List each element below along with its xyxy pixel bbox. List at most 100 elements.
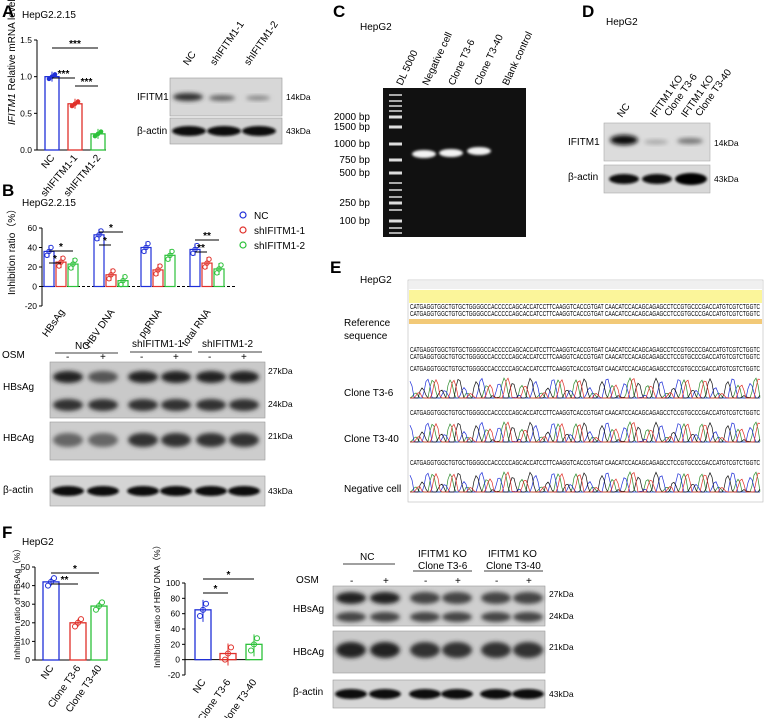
blot-band <box>87 486 119 496</box>
data-point <box>98 228 104 234</box>
x-tick-label: NC <box>39 663 56 681</box>
blot-f-row-hbcag: HBcAg <box>293 647 324 658</box>
legend-nc-marker <box>239 211 247 219</box>
blot-band <box>480 689 512 699</box>
chart-b-ylabel: Inhibition ratio（%） <box>6 204 18 295</box>
blot-band <box>410 612 440 622</box>
gel-lane-label: Clone T3-40 <box>473 33 506 88</box>
panel-b-title: HepG2.2.15 <box>22 198 76 209</box>
ladder-band <box>389 94 402 96</box>
blot-band <box>53 433 83 447</box>
data-point <box>248 647 254 654</box>
panel-a-label: A <box>2 2 14 21</box>
sig-stars: ** <box>197 243 205 254</box>
blot-a-lane-sh2: shIFITM1-2 <box>242 19 281 68</box>
ladder-band <box>389 227 402 229</box>
blot-d-kda-43: 43kDa <box>714 174 739 184</box>
y-tick-label: -20 <box>25 301 38 311</box>
blot-band <box>127 486 159 496</box>
chromatogram-trace <box>410 471 761 493</box>
blot-d-band <box>610 135 638 145</box>
chromatogram-trace <box>410 377 761 399</box>
sequence-text: CATGAGGTGGCTGTGCTGGGGCCACCCCCAGCACCATCCT… <box>410 460 760 467</box>
sequence-text: CATGAGGTGGCTGTGCTGGGGCCACCCCCAGCACCATCCT… <box>410 347 760 354</box>
y-tick-label: 40 <box>171 624 181 634</box>
y-tick-label: 1.5 <box>20 35 32 45</box>
panel-b-label: B <box>2 181 14 200</box>
blot-band <box>410 592 440 604</box>
blot-f-minus: - <box>424 576 427 587</box>
blot-band <box>229 371 259 383</box>
blot-f-kda-43: 43kDa <box>549 689 574 699</box>
sequence-feature-bar <box>409 319 762 324</box>
ladder-band <box>389 189 402 191</box>
blot-band <box>52 486 84 496</box>
blot-band <box>513 612 543 622</box>
data-point <box>99 599 105 606</box>
data-point <box>157 263 163 269</box>
blot-f-kda-27: 27kDa <box>549 589 574 599</box>
data-point <box>48 244 54 251</box>
panel-f-title: HepG2 <box>22 537 54 548</box>
y-tick-label: 1.0 <box>20 72 32 82</box>
sequence-text: CATGAGGTGGCTGTGCTGGGGCCACCCCCAGCACCATCCT… <box>410 410 760 417</box>
data-point <box>200 606 206 613</box>
blot-band <box>160 486 192 496</box>
blot-band <box>481 612 511 622</box>
blot-f-group-ko2: IFITM1 KO <box>488 549 537 560</box>
y-tick-label: 20 <box>171 639 181 649</box>
blot-f-minus: - <box>350 576 353 587</box>
blot-a-lane-nc: NC <box>181 50 198 68</box>
blot-band <box>161 433 191 447</box>
ladder-band <box>389 105 402 107</box>
sig-stars: *** <box>69 39 81 50</box>
gel-c: DL 5000 Negative cell Clone T3-6 Clone T… <box>334 30 535 237</box>
ladder-band <box>389 115 402 119</box>
sequence-text: CATGAGGTGGCTGTGCTGGGGCCACCCCCAGCACCATCCT… <box>410 304 760 311</box>
y-tick-label: 30 <box>21 599 31 609</box>
ladder-band <box>389 232 402 234</box>
blot-band <box>228 486 260 496</box>
blot-band <box>229 433 259 447</box>
blot-d-row-actin: β-actin <box>568 172 598 183</box>
blot-band <box>336 592 366 604</box>
blot-a-row-actin: β-actin <box>137 126 167 137</box>
blot-b-row-hbsag: HBsAg <box>3 382 34 393</box>
y-tick-label: 0 <box>32 282 37 292</box>
ladder-label: 250 bp <box>339 198 370 209</box>
data-point <box>206 256 212 262</box>
blot-band <box>195 486 227 496</box>
sig-stars: * <box>214 584 218 595</box>
blot-band <box>128 433 158 447</box>
panel-c-title: HepG2 <box>360 22 392 33</box>
legend-sh1-marker <box>239 226 247 234</box>
blot-d-row-ifitm1: IFITM1 <box>568 137 600 148</box>
blot-band <box>335 689 367 699</box>
y-tick-label: 60 <box>28 223 38 233</box>
blot-d-band <box>675 173 707 185</box>
blot-band <box>196 399 226 411</box>
panel-a-title: HepG2.2.15 <box>22 10 76 21</box>
sig-stars: * <box>59 242 63 253</box>
blot-band <box>196 371 226 383</box>
blot-b-minus: - <box>140 352 143 363</box>
blot-a-lane-sh1: shIFITM1-1 <box>208 19 247 68</box>
blot-a-band <box>242 126 276 136</box>
blot-b-row-actin: β-actin <box>3 485 33 496</box>
bar <box>67 103 83 151</box>
blot-band <box>161 399 191 411</box>
sig-stars: ** <box>203 231 211 242</box>
blot-f-plus: + <box>526 576 532 587</box>
blot-b-row-hbcag: HBcAg <box>3 433 34 444</box>
blot-b-plus: + <box>100 352 106 363</box>
x-tick-label: pgRNA <box>137 307 165 340</box>
data-point <box>228 644 234 651</box>
gel-band <box>467 147 491 155</box>
y-tick-label: 50 <box>21 562 31 572</box>
chromatogram-trace <box>410 421 761 443</box>
data-point <box>45 582 51 589</box>
blot-a-kda-2: 43kDa <box>286 126 311 136</box>
legend-sh1: shIFITM1-1 <box>254 226 306 237</box>
y-tick-label: 0.0 <box>20 145 32 155</box>
y-tick-label: 0 <box>25 655 30 665</box>
